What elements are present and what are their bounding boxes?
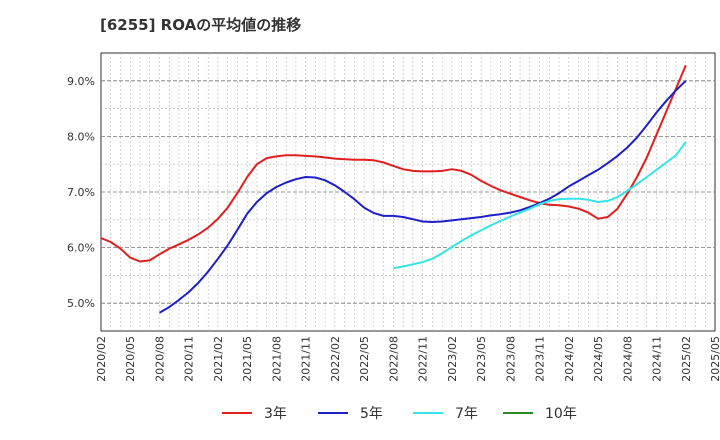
legend-label: 5年 xyxy=(360,406,383,422)
x-tick-label: 2024/08 xyxy=(621,336,634,382)
x-tick-label: 2024/11 xyxy=(651,336,664,382)
y-tick-label: 6.0% xyxy=(67,242,95,255)
y-axis-tick-labels: 5.0% 6.0% 7.0% 8.0% 9.0% xyxy=(67,75,95,310)
chart-title: [6255] ROAの平均値の推移 xyxy=(100,16,302,34)
series-line-2 xyxy=(159,80,687,314)
x-tick-label: 2022/02 xyxy=(329,336,342,382)
y-tick-label: 8.0% xyxy=(67,130,95,143)
x-tick-label: 2021/11 xyxy=(300,336,313,382)
x-tick-label: 2021/05 xyxy=(241,336,254,382)
y-tick-label: 9.0% xyxy=(67,75,95,88)
x-axis-tick-labels: 2020/02 2020/05 2020/08 2020/11 2021/02 2021/… xyxy=(95,336,720,382)
x-tick-label: 2025/02 xyxy=(680,336,693,382)
x-tick-label: 2023/11 xyxy=(534,336,547,382)
x-tick-label: 2020/02 xyxy=(95,336,108,382)
legend-label: 10年 xyxy=(545,406,577,422)
legend: 3年 5年 7年 10年 xyxy=(222,406,577,422)
x-tick-label: 2020/05 xyxy=(124,336,137,382)
x-tick-label: 2020/11 xyxy=(183,336,196,382)
legend-label: 7年 xyxy=(455,406,478,422)
legend-label: 3年 xyxy=(264,406,287,422)
series-lines xyxy=(100,64,687,314)
x-tick-label: 2021/02 xyxy=(212,336,225,382)
y-tick-label: 7.0% xyxy=(67,186,95,199)
series-line-3 xyxy=(393,141,687,270)
x-tick-label: 2024/05 xyxy=(592,336,605,382)
x-tick-label: 2024/02 xyxy=(563,336,576,382)
x-tick-label: 2022/11 xyxy=(417,336,430,382)
x-tick-label: 2025/05 xyxy=(709,336,720,382)
x-tick-label: 2020/08 xyxy=(153,336,166,382)
y-tick-label: 5.0% xyxy=(67,297,95,310)
x-tick-label: 2023/05 xyxy=(475,336,488,382)
grid-lines xyxy=(101,53,715,331)
series-line-1 xyxy=(100,64,687,263)
x-tick-label: 2023/08 xyxy=(504,336,517,382)
x-tick-label: 2023/02 xyxy=(446,336,459,382)
x-tick-label: 2021/08 xyxy=(270,336,283,382)
x-tick-label: 2022/08 xyxy=(387,336,400,382)
x-tick-label: 2022/05 xyxy=(358,336,371,382)
